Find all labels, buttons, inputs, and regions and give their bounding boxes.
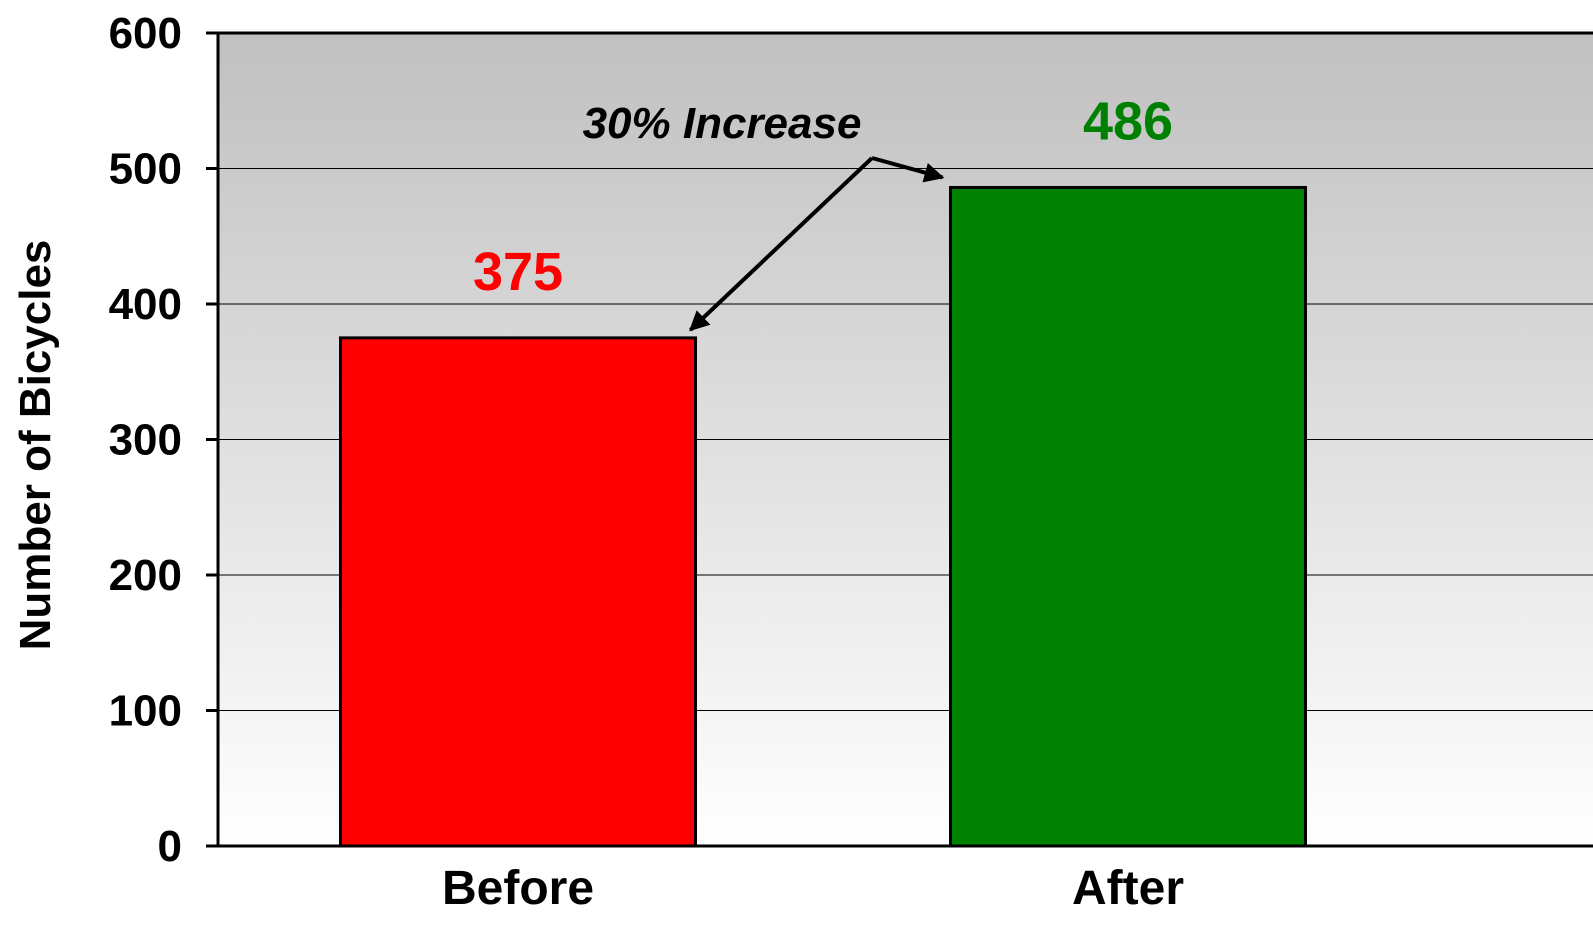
arrow-to-after-bar [871, 156, 945, 183]
data-label-after: 486 [1083, 91, 1173, 151]
bars [339, 185, 1307, 848]
increase-annotation-text: 30% Increase [583, 99, 862, 148]
x-axis-tick-labels: Before After [442, 862, 1184, 915]
y-tick-label: 100 [109, 687, 182, 736]
y-tick-label: 300 [109, 416, 182, 465]
category-label-before: Before [442, 862, 594, 915]
increase-annotation: 30% Increase [583, 99, 945, 332]
category-label-after: After [1072, 862, 1184, 915]
y-tick-label: 200 [109, 551, 182, 600]
y-axis-title: Number of Bicycles [11, 240, 60, 651]
y-tick-label: 600 [109, 9, 182, 58]
bar-before [339, 336, 697, 848]
y-tick-label: 500 [109, 145, 182, 194]
y-axis-ticks: 0 100 200 300 400 500 600 [109, 9, 218, 871]
data-labels: 375 486 [473, 91, 1173, 301]
data-label-before: 375 [473, 242, 563, 302]
bar-after [949, 185, 1307, 848]
arrow-to-before-bar [689, 156, 874, 332]
y-tick-label: 400 [109, 280, 182, 329]
y-tick-label: 0 [158, 822, 182, 871]
